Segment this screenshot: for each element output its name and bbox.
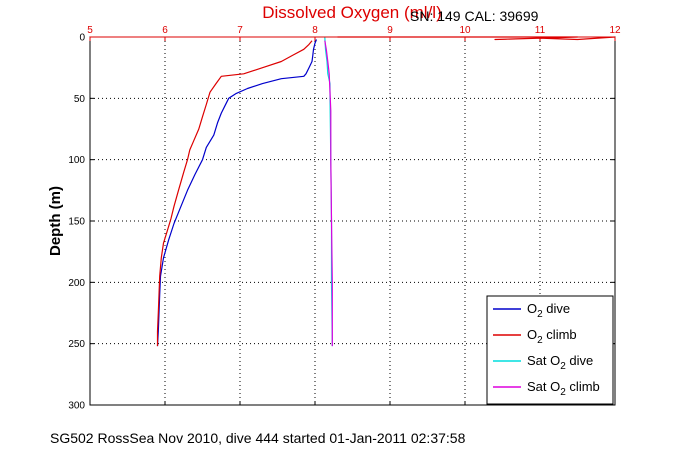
x-tick-label: 11 <box>535 25 546 36</box>
legend: O2 dive O2 climb Sat O2 dive Sat O2 climb <box>486 295 614 405</box>
legend-entry-label: O2 climb <box>527 327 577 346</box>
series-layer <box>156 36 616 347</box>
series-o2-climb-line <box>156 40 313 347</box>
series-o2-dive-line <box>156 39 318 347</box>
legend-entry-label: O2 dive <box>527 301 570 320</box>
x-tick-label: 9 <box>387 25 393 36</box>
y-tick-label: 300 <box>68 401 85 412</box>
series-sat-o2-climb-line <box>324 40 333 347</box>
x-tick-label: 7 <box>237 25 243 36</box>
legend-box <box>486 295 614 405</box>
y-tick-label: 200 <box>68 278 85 289</box>
y-tick-label: 50 <box>74 94 86 105</box>
y-tick-label: 100 <box>68 155 85 166</box>
y-tick-label: 250 <box>68 339 85 350</box>
grid <box>90 37 615 405</box>
x-tick-label: 6 <box>162 25 168 36</box>
legend-entry-label: Sat O2 climb <box>527 379 600 398</box>
x-tick-label: 8 <box>312 25 318 36</box>
dive-caption: SG502 RossSea Nov 2010, dive 444 started… <box>50 430 466 446</box>
y-axis-label: Depth (m) <box>47 186 64 256</box>
x-tick-label: 12 <box>609 25 621 36</box>
serial-calibration-info: SN: 149 CAL: 39699 <box>410 8 539 24</box>
x-tick-label: 10 <box>459 25 471 36</box>
ticks: 5 6 7 8 9 10 11 12 0 50 100 150 200 250 300 <box>68 25 621 412</box>
chart-title: Dissolved Oxygen (ml/l) <box>262 3 442 22</box>
y-tick-label: 0 <box>79 33 85 44</box>
legend-entry-label: Sat O2 dive <box>527 353 593 372</box>
y-tick-label: 150 <box>68 217 85 228</box>
x-tick-label: 5 <box>87 25 93 36</box>
